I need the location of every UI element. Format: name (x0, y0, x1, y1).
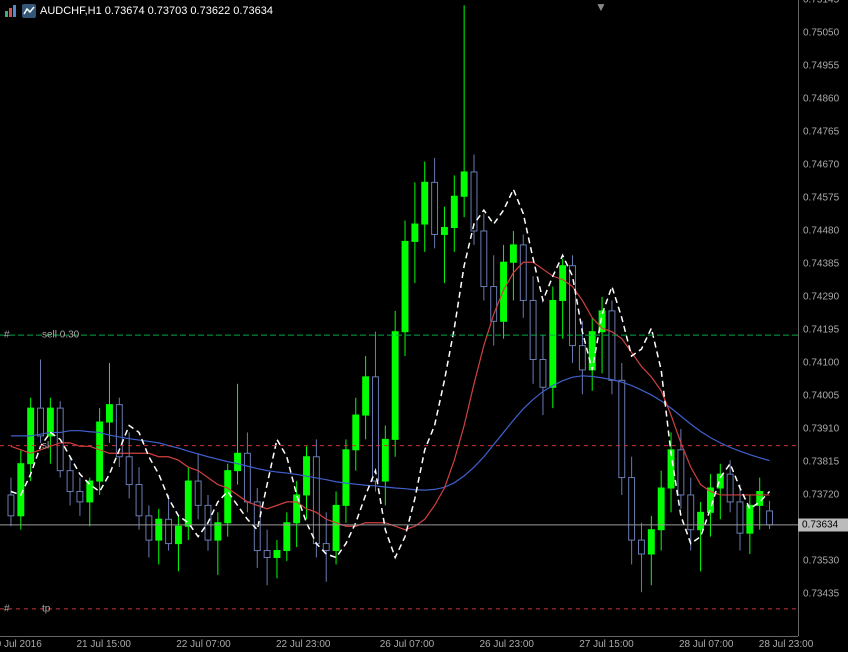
y-tick: 0.74480 (803, 225, 839, 236)
chart-icon-1 (4, 4, 18, 18)
y-tick: 0.73530 (803, 555, 839, 566)
y-tick: 0.74100 (803, 357, 839, 368)
y-tick: 0.75145 (803, 0, 839, 6)
title-bar: AUDCHF,H1 0.73674 0.73703 0.73622 0.7363… (4, 4, 273, 18)
chart-title: AUDCHF,H1 0.73674 0.73703 0.73622 0.7363… (40, 5, 273, 17)
y-tick: 0.74195 (803, 324, 839, 335)
y-tick: 0.73910 (803, 423, 839, 434)
y-tick: 0.73720 (803, 489, 839, 500)
hash-mark: # (4, 603, 10, 614)
y-tick: 0.74955 (803, 60, 839, 71)
y-tick: 0.75050 (803, 27, 839, 38)
x-tick: 28 Jul 23:00 (759, 639, 814, 650)
y-tick: 0.74575 (803, 192, 839, 203)
x-tick: 20 Jul 2016 (0, 639, 42, 650)
level-label: sl (42, 440, 49, 451)
y-tick: 0.74005 (803, 390, 839, 401)
chart-icon-2 (22, 4, 36, 18)
y-tick: 0.73435 (803, 588, 839, 599)
x-tick: 21 Jul 15:00 (76, 639, 131, 650)
y-tick: 0.74670 (803, 159, 839, 170)
x-tick: 28 Jul 07:00 (679, 639, 734, 650)
dropdown-marker[interactable]: ▼ (595, 0, 607, 14)
x-tick: 22 Jul 23:00 (276, 639, 331, 650)
y-tick: 0.74765 (803, 126, 839, 137)
x-axis: 20 Jul 2016 21 Jul 15:00 22 Jul 07:00 22 Ju… (0, 636, 798, 652)
hash-mark: # (4, 330, 10, 341)
y-axis: 0.75145 0.75050 0.74955 0.74860 0.74765 0.746… (798, 0, 848, 636)
current-price-label: 0.73634 (798, 518, 848, 531)
chart-plot-area[interactable]: sell 0.30 # sl tp # (0, 0, 798, 636)
x-tick: 27 Jul 15:00 (579, 639, 634, 650)
x-tick: 22 Jul 07:00 (176, 639, 231, 650)
y-tick: 0.74385 (803, 258, 839, 269)
chart-container: AUDCHF,H1 0.73674 0.73703 0.73622 0.7363… (0, 0, 848, 652)
x-tick: 26 Jul 23:00 (479, 639, 534, 650)
y-tick: 0.74860 (803, 93, 839, 104)
level-label: sell 0.30 (42, 330, 79, 341)
level-label: tp (42, 603, 50, 614)
chart-svg (0, 0, 798, 636)
y-tick: 0.73815 (803, 456, 839, 467)
y-tick: 0.74290 (803, 291, 839, 302)
x-tick: 26 Jul 07:00 (380, 639, 435, 650)
